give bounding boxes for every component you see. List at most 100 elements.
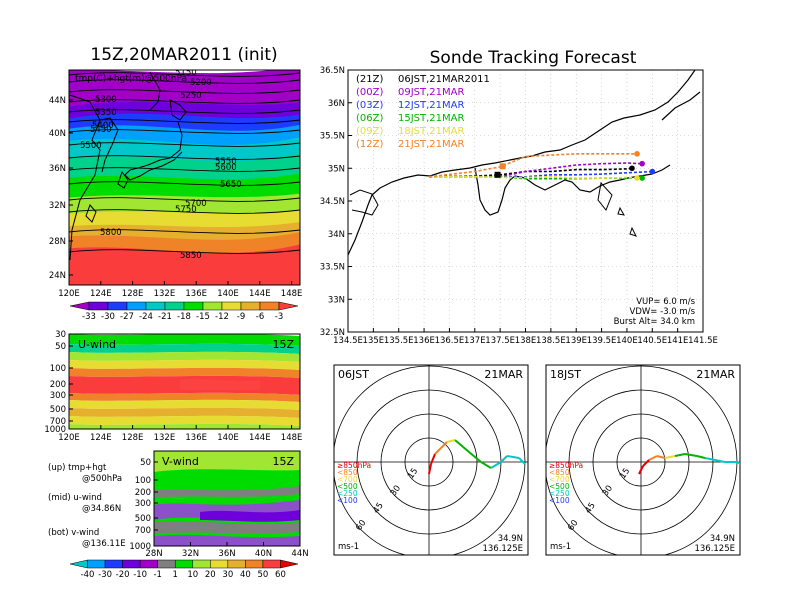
coastline-hokkaido [169,99,187,121]
lon-tick-label: 136E [185,289,207,299]
coastline-sakhalin [149,71,161,111]
lat-tick-label: 34N [328,230,345,240]
coastline-kyushu [117,170,129,189]
colorbar-label: -18 [177,312,191,322]
colorbar-label: -24 [139,312,153,322]
track-coastline-izu [597,181,613,211]
pressure-tick-label: 1000 [129,542,151,552]
hodograph-lon: 136.125E [482,544,523,554]
lon-tick-label: 124E [90,433,112,443]
hodograph-legend-item: <700 [549,475,570,484]
height-contour [69,197,300,202]
hodograph-legend-item: <250 [337,489,358,498]
lat-tick-label: 24N [49,271,66,281]
legend-time: 12JST,21MAR [398,100,465,111]
track-series-line [429,153,638,178]
pressure-tick-label: 200 [50,380,66,390]
hodograph-segment [704,457,716,461]
coastline-taiwan [85,204,97,223]
height-contour [69,249,300,254]
track-end-point [649,168,656,175]
hodograph-legend-item: <850 [337,468,358,477]
colorbar-swatch [145,301,166,311]
hodograph-segment [642,459,650,467]
colorbar-swatch [262,559,281,569]
lon-tick-label: 124E [90,289,112,299]
hodograph-segment [490,461,502,469]
hodograph-legend-item: <850 [549,468,570,477]
hodograph-lon: 136.125E [694,544,735,554]
lon-tick-label: 120E [58,289,80,299]
vwind-band [154,486,300,498]
top-map-label: tmp(C)+hgt(m)@500hPa [75,74,187,84]
lon-tick-label: 120E [58,433,80,443]
legend-time: 15JST,21MAR [398,113,465,124]
lat-tick-label: 36N [49,164,66,174]
height-contour [69,119,300,124]
track-island-oshima [617,206,625,216]
track-island-miyake [629,226,637,237]
colorbar-swatch [240,301,261,311]
hodograph-segment [674,453,686,457]
track-end-point [634,175,640,181]
hodograph-legend-item: <100 [337,496,358,505]
legend-code: (12Z) [356,139,383,150]
pressure-tick-label: 500 [50,405,66,415]
colorbar-swatch [87,559,106,569]
hodograph-segment [684,453,698,457]
track-series-line [429,167,633,178]
height-contour [69,72,300,77]
lon-tick-label: 128E [122,433,144,443]
colorbar-label: 10 [187,570,198,580]
pressure-tick-label: 700 [135,526,151,536]
colorbar-swatch [192,559,211,569]
hodograph-segment [506,455,520,459]
top-lon-ticks: 120E 124E 128E 132E 136E 140E 144E 148E [58,281,302,299]
uwind-band [69,399,300,410]
colorbar-label: -9 [237,312,245,322]
hodograph-rings [546,365,740,555]
hodograph-time: 06JST [338,368,369,381]
uwind-frame [68,333,301,430]
lon-tick-label: 138.5E [536,336,566,346]
lat-tick-label: 32N [182,549,199,559]
lon-tick-label: 139E [565,336,587,346]
lat-tick-label: 44N [291,549,308,559]
colorbar-label: 60 [275,570,286,580]
hodograph-legend-item: ≥850hPa [337,461,371,470]
uwind-jet-core [180,378,260,390]
hodograph-segment [696,455,706,459]
contour-label: 5750 [175,205,197,215]
hodograph-legend-item: <500 [337,482,358,491]
top-lat-ticks: 44N 40N 36N 32N 28N 24N [49,96,73,281]
contour-label: 5400 [92,121,114,131]
legend-time: 06JST,21MAR2011 [398,74,490,85]
hodograph-legend-item: <700 [337,475,358,484]
colorbar-label: 40 [240,570,251,580]
pressure-tick-label: 300 [135,499,151,509]
contour-label: 5450 [90,125,112,135]
note-line1: (mid) u-wind [48,493,102,503]
hodograph-lat: 34.9N [710,534,735,544]
hodograph-segment [480,461,492,469]
hodograph-lat: 34.9N [498,534,523,544]
track-coastline-north [348,70,696,256]
lat-tick-label: 36.5N [320,66,345,76]
track-lon-ticks: 134.5E 135E 135.5E 136E 136.5E 137E 137.5E 138E… [333,328,718,346]
contour-label: 5500 [80,141,102,151]
colorbar-swatch [227,559,246,569]
pressure-tick-label: 1000 [44,425,66,435]
colorbar-label: 50 [258,570,269,580]
track-end-point [639,160,645,167]
colorbar-swatch [259,301,280,311]
panel-notes: (up) tmp+hgt@500hPa (mid) u-wind@34.86N (b… [48,463,126,549]
lon-tick-label: 132E [154,289,176,299]
hodograph-segment [500,455,508,463]
hodograph-segment [428,463,432,475]
